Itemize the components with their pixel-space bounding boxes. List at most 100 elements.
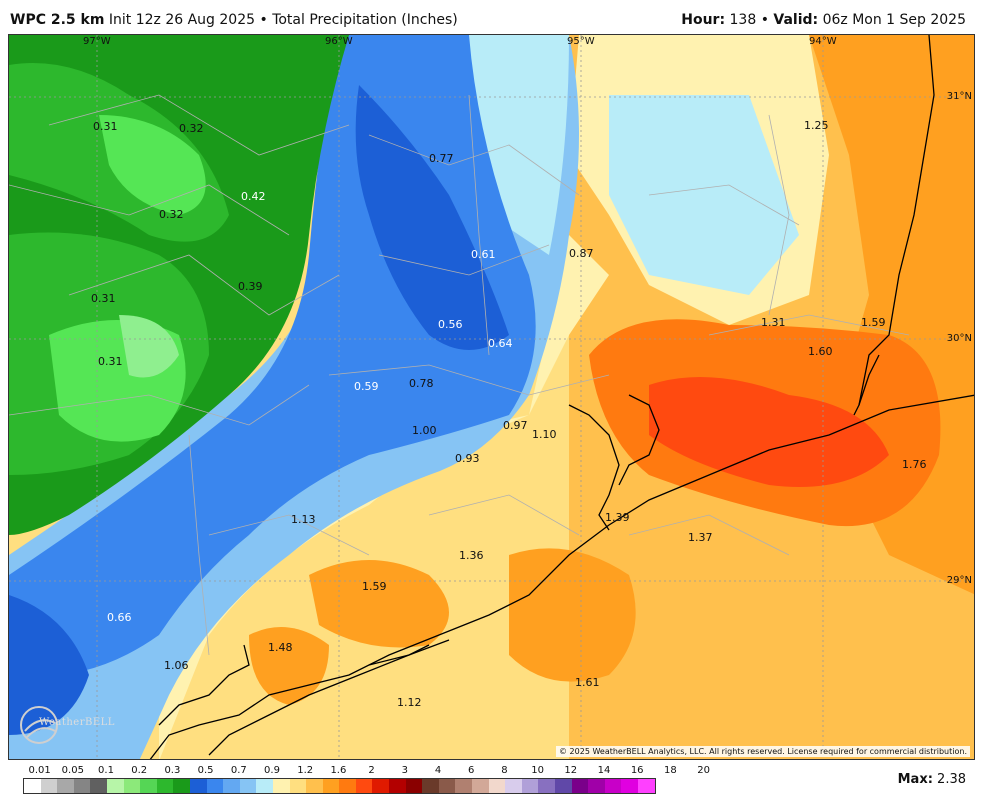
colorbar-tick-label: 16 <box>630 765 644 776</box>
colorbar-swatch <box>239 779 257 793</box>
colorbar-tick-label: 0.5 <box>197 765 214 776</box>
orange-patch-southwest <box>309 560 449 648</box>
dark-blue-patch <box>355 85 509 350</box>
colorbar-tick-label: 0.3 <box>164 765 181 776</box>
colorbar-tick-label: 0.9 <box>264 765 280 776</box>
colorbar-tick-label: 14 <box>597 765 611 776</box>
colorbar-tick-label: 4 <box>434 765 442 776</box>
colorbar-swatch <box>24 779 41 793</box>
colorbar-swatch <box>40 779 58 793</box>
point-value: 1.13 <box>291 513 316 526</box>
colorbar-swatch <box>189 779 207 793</box>
colorbar-swatch <box>472 779 489 793</box>
colorbar-swatch <box>405 779 423 793</box>
colorbar-swatch <box>289 779 307 793</box>
coastline <box>149 354 974 759</box>
precipitation-map[interactable]: 97°W 96°W 95°W 94°W 31°N 30°N 29°N 0.31 … <box>8 34 975 760</box>
init-time: Init 12z 26 Aug 2025 <box>108 12 256 28</box>
hour-value: 138 <box>729 12 757 28</box>
point-value: 1.59 <box>362 580 387 593</box>
point-value: 1.61 <box>575 676 600 689</box>
county-borders <box>9 94 910 656</box>
longitude-label-97w: 97°W <box>83 36 111 47</box>
colorbar-tick-label: 0.05 <box>61 765 84 776</box>
colorbar-tick-label: 12 <box>564 765 578 776</box>
map-header: WPC 2.5 km Init 12z 26 Aug 2025 • Total … <box>0 0 984 34</box>
colorbar-tick-label: 18 <box>664 765 677 776</box>
latitude-label-31n: 31°N <box>946 91 972 102</box>
valid-label: Valid: <box>773 12 819 28</box>
point-value: 1.25 <box>804 119 829 132</box>
colorbar-swatch <box>90 779 107 793</box>
colorbar-swatch <box>140 779 157 793</box>
latitude-label-30n: 30°N <box>946 333 972 344</box>
max-label-text: Max: <box>897 772 933 787</box>
point-value: 1.12 <box>397 696 422 709</box>
colorbar-swatch <box>306 779 323 793</box>
longitude-label-94w: 94°W <box>809 36 837 47</box>
state-border <box>853 35 935 416</box>
point-value: 0.77 <box>429 152 454 165</box>
point-value: 1.37 <box>688 531 713 544</box>
point-value: 0.87 <box>569 247 594 260</box>
point-value: 1.60 <box>808 345 833 358</box>
colorbar-swatch <box>438 779 456 793</box>
point-value: 1.76 <box>902 458 927 471</box>
point-value: 0.39 <box>238 280 263 293</box>
forecast-time: Hour: 138 • Valid: 06z Mon 1 Sep 2025 <box>681 12 966 28</box>
point-value: 0.97 <box>503 419 528 432</box>
colorbar-tick-label: 20 <box>697 765 710 776</box>
colorbar-swatch <box>422 779 439 793</box>
green-light-patch-north <box>99 115 206 215</box>
point-value: 0.32 <box>179 122 204 135</box>
colorbar-swatch <box>372 779 390 793</box>
colorbar-swatch <box>521 779 539 793</box>
title-separator-2: • <box>760 12 769 28</box>
colorbar-swatch <box>123 779 141 793</box>
colorbar-tick-label: 3 <box>401 765 408 776</box>
weatherbell-logo: WeatherBELL <box>17 701 114 749</box>
max-value: 2.38 <box>937 772 966 787</box>
pale-cyan-north <box>609 95 799 295</box>
colorbar-tick-label: 1.2 <box>297 765 314 776</box>
colorbar-tick-label: 2 <box>368 765 375 776</box>
valid-value: 06z Mon 1 Sep 2025 <box>822 12 966 28</box>
point-value: 0.32 <box>159 208 184 221</box>
colorbar-swatch <box>621 779 638 793</box>
colorbar-tick-label: 1.6 <box>330 765 347 776</box>
colorbar-swatch <box>57 779 74 793</box>
title-separator: • <box>259 12 268 28</box>
point-value: 0.31 <box>91 292 116 305</box>
product-name: Total Precipitation (Inches) <box>272 12 458 28</box>
green-pale-patch <box>119 315 179 378</box>
point-value: 1.00 <box>412 424 437 437</box>
point-value: 0.56 <box>438 318 463 331</box>
point-value: 1.10 <box>532 428 557 441</box>
point-value: 1.06 <box>164 659 189 672</box>
colorbar-swatch <box>256 779 273 793</box>
pale-yellow-band <box>159 235 609 759</box>
colorbar-swatch <box>106 779 124 793</box>
colorbar-swatch <box>604 779 622 793</box>
colorbar-swatch <box>571 779 589 793</box>
colorbar-swatch <box>322 779 340 793</box>
point-value: 0.31 <box>98 355 123 368</box>
point-value: 0.59 <box>354 380 379 393</box>
colorbar <box>23 778 656 794</box>
colorbar-swatch <box>73 779 91 793</box>
longitude-label-96w: 96°W <box>325 36 353 47</box>
colorbar-swatch <box>339 779 356 793</box>
model-name: WPC 2.5 km <box>10 12 105 28</box>
colorbar-tick-label: 10 <box>531 765 544 776</box>
point-value: 0.31 <box>93 120 118 133</box>
point-value: 0.93 <box>455 452 480 465</box>
colorbar-labels: 0.01 0.05 0.1 0.2 0.3 0.5 0.7 0.9 1.2 1.6 2 3 4 6 8 10 1… <box>23 765 710 777</box>
orange-patch-south <box>509 548 636 682</box>
colorbar-tick-label: 0.01 <box>28 765 51 776</box>
colorbar-swatch <box>156 779 174 793</box>
lat-lon-grid <box>9 35 974 759</box>
colorbar-swatch <box>555 779 572 793</box>
colorbar-swatch <box>637 779 655 793</box>
point-value: 1.31 <box>761 316 786 329</box>
colorbar-swatch <box>355 779 373 793</box>
